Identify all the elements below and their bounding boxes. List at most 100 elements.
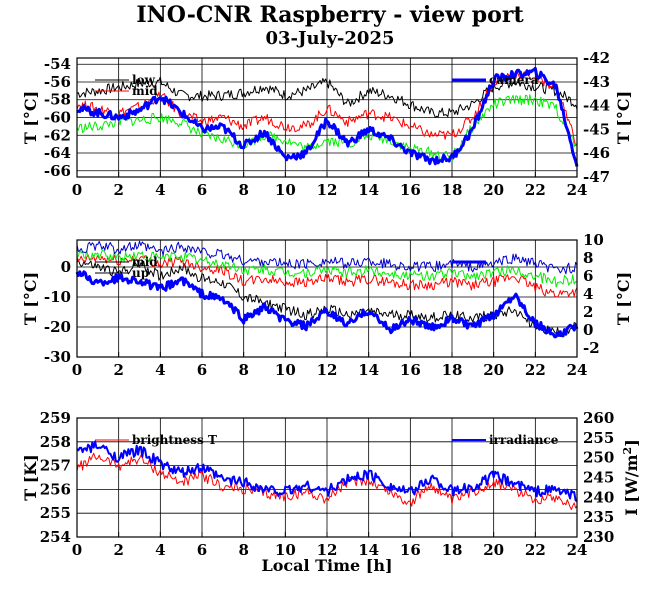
x-tick-label: 6	[197, 361, 207, 379]
y-tick-label: -66	[44, 162, 71, 180]
x-tick-label: 18	[442, 361, 463, 379]
x-tick-label: 4	[155, 181, 165, 199]
x-tick-label: 0	[72, 181, 82, 199]
x-tick-label: 6	[197, 181, 207, 199]
legend-label: irradiance	[489, 433, 559, 447]
x-tick-label: 2	[113, 541, 123, 559]
x-tick-label: 10	[275, 181, 296, 199]
y2-tick-label: -43	[583, 73, 610, 91]
chart-3	[76, 417, 578, 538]
y-tick-label: -58	[44, 91, 71, 109]
x-axis-label: Local Time [h]	[261, 556, 392, 575]
x-tick-label: 8	[238, 541, 248, 559]
x-tick-label: 14	[358, 181, 379, 199]
y2-tick-label: 230	[583, 528, 614, 546]
x-tick-label: 4	[155, 361, 165, 379]
x-tick-label: 20	[483, 181, 504, 199]
y2-tick-label: 235	[583, 508, 614, 526]
legend-label: mid	[132, 255, 158, 269]
x-tick-label: 10	[275, 541, 296, 559]
y2-tick-label: 0	[583, 321, 593, 339]
x-tick-label: 10	[275, 361, 296, 379]
x-tick-label: 24	[567, 541, 588, 559]
y2-tick-label: 6	[583, 267, 593, 285]
y2-tick-label: 250	[583, 449, 614, 467]
y2-axis-label: T [°C]	[614, 272, 633, 325]
x-tick-label: 12	[317, 361, 338, 379]
y-tick-label: 256	[40, 480, 71, 498]
y-tick-label: -10	[44, 288, 71, 306]
y-tick-label: -54	[44, 55, 71, 73]
y-tick-label: 257	[40, 457, 71, 475]
x-tick-label: 20	[483, 541, 504, 559]
x-tick-label: 14	[358, 361, 379, 379]
legend-label: brightness T	[132, 433, 217, 447]
y-tick-label: 254	[40, 528, 71, 546]
x-tick-label: 22	[525, 541, 546, 559]
y-tick-label: -56	[44, 73, 71, 91]
legend-label: low	[132, 73, 156, 87]
y-tick-label: -62	[44, 126, 71, 144]
y-axis-label: T [°C]	[21, 272, 40, 325]
y2-tick-label: 255	[583, 429, 614, 447]
x-tick-label: 0	[72, 361, 82, 379]
series-line-unnamed-3	[76, 240, 578, 275]
series-line-camera	[76, 66, 579, 167]
chart-2	[75, 239, 579, 358]
legend-label: camera	[489, 73, 539, 87]
y2-tick-label: -45	[583, 120, 610, 138]
x-tick-label: 24	[567, 181, 588, 199]
y-tick-label: 0	[61, 258, 71, 276]
y2-tick-label: 8	[583, 249, 593, 267]
y2-tick-label: 2	[583, 303, 593, 321]
y-tick-label: -20	[44, 318, 71, 336]
x-tick-label: 4	[155, 541, 165, 559]
y-axis-label: T [°C]	[21, 91, 40, 144]
y2-tick-label: -46	[583, 144, 610, 162]
y2-tick-label: -47	[583, 168, 610, 186]
y-tick-label: 258	[40, 433, 71, 451]
x-tick-label: 20	[483, 361, 504, 379]
page-title: INO-CNR Raspberry - view port	[136, 2, 524, 28]
x-tick-label: 8	[238, 361, 248, 379]
y2-tick-label: 4	[583, 285, 593, 303]
y-tick-label: 259	[40, 409, 71, 427]
series-line-unnamed-2	[76, 94, 578, 162]
y-axis-label: T [K]	[21, 454, 40, 501]
y2-axis-label: I [W/m2]	[621, 439, 642, 516]
x-tick-label: 18	[442, 541, 463, 559]
x-tick-label: 18	[442, 181, 463, 199]
legend-label: mid	[132, 84, 158, 98]
page-subtitle: 03-July-2025	[265, 28, 395, 49]
x-tick-label: 0	[72, 541, 82, 559]
chart-1	[76, 57, 579, 178]
y-tick-label: -64	[44, 144, 71, 162]
x-tick-label: 24	[567, 361, 588, 379]
x-tick-label: 12	[317, 541, 338, 559]
x-tick-label: 16	[400, 181, 421, 199]
x-tick-label: 22	[525, 181, 546, 199]
y2-tick-label: -44	[583, 97, 610, 115]
x-tick-label: 12	[317, 181, 338, 199]
x-tick-label: 14	[358, 541, 379, 559]
x-tick-label: 2	[113, 361, 123, 379]
series-line-irradiance	[76, 440, 578, 503]
x-tick-label: 2	[113, 181, 123, 199]
x-tick-label: 6	[197, 541, 207, 559]
y2-tick-label: 260	[583, 409, 614, 427]
series-line-unnamed-1	[76, 254, 578, 298]
y2-tick-label: 245	[583, 469, 614, 487]
series-line-unnamed-4	[75, 270, 579, 339]
y-tick-label: 255	[40, 504, 71, 522]
y-tick-label: -60	[44, 109, 71, 127]
y2-tick-label: 240	[583, 488, 614, 506]
y2-tick-label: -42	[583, 49, 610, 67]
x-tick-label: 16	[400, 361, 421, 379]
legend-label: up	[132, 266, 149, 280]
y2-axis-label: T [°C]	[614, 91, 633, 144]
y-tick-label: -30	[44, 348, 71, 366]
series-line-brightness-T	[76, 452, 578, 510]
y2-tick-label: -2	[583, 339, 600, 357]
